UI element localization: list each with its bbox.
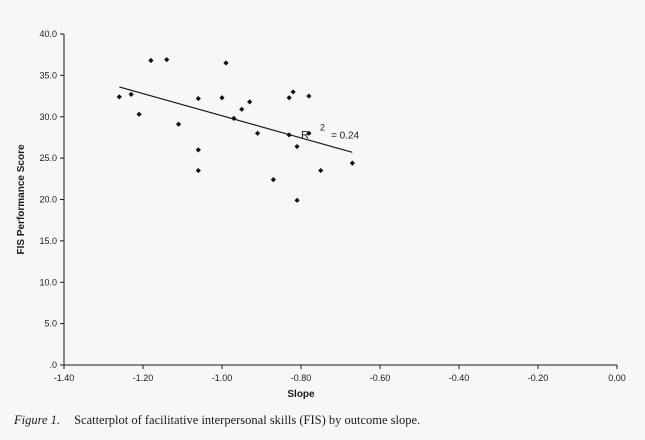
data-point — [286, 132, 292, 138]
r-squared-superscript: 2 — [320, 122, 325, 132]
r-squared-value: = 0.24 — [331, 130, 360, 141]
data-point — [231, 115, 237, 122]
axes — [63, 34, 617, 366]
data-point — [164, 57, 170, 63]
data-point — [306, 93, 312, 99]
data-point — [270, 177, 276, 183]
data-point — [286, 95, 292, 101]
x-tick-label: 0.00 — [608, 373, 626, 383]
data-point — [195, 95, 201, 102]
y-tick-label: 40.0 — [39, 29, 57, 39]
y-tick-label: 25.0 — [39, 153, 57, 163]
data-point — [195, 147, 201, 153]
y-tick-label: 5.0 — [44, 319, 57, 329]
x-tick-label: -0.80 — [291, 373, 312, 383]
data-point — [219, 95, 225, 101]
data-point — [223, 60, 229, 66]
data-point — [254, 130, 261, 136]
x-tick-label: -1.40 — [54, 373, 75, 383]
data-point — [239, 106, 245, 112]
data-point — [175, 121, 182, 127]
x-tick-label: -0.20 — [528, 373, 549, 383]
data-point — [294, 197, 300, 203]
data-point — [195, 167, 201, 174]
data-point — [290, 89, 296, 95]
data-point — [136, 111, 142, 117]
figure-caption: Figure 1. Scatterplot of facilitative int… — [14, 413, 420, 428]
data-point — [128, 91, 134, 98]
data-point — [349, 160, 355, 166]
trendline — [119, 86, 353, 153]
y-tick-label: 20.0 — [39, 195, 57, 205]
y-tick-label: 35.0 — [39, 70, 57, 80]
y-tick-label: .0 — [49, 360, 57, 370]
ticks: -1.40 -1.20 -1.00 -0.80 -0.60 -0.40 -0.20 0.00.… — [39, 29, 625, 383]
data-point — [148, 57, 154, 64]
r-squared-label: R — [301, 129, 309, 141]
data-point — [294, 143, 300, 150]
y-axis-title: FIS Performance Score — [16, 144, 27, 254]
y-tick-label: 15.0 — [39, 236, 57, 246]
x-tick-label: -1.00 — [212, 373, 233, 383]
y-tick-label: 30.0 — [39, 112, 57, 122]
data-points — [116, 57, 355, 203]
scatter-chart: -1.40 -1.20 -1.00 -0.80 -0.60 -0.40 -0.20 0.00.… — [16, 29, 626, 400]
x-axis-title: Slope — [287, 389, 315, 400]
data-point — [318, 167, 324, 174]
data-point — [116, 94, 122, 100]
figure-label: Figure 1. — [14, 413, 61, 427]
data-point — [306, 130, 312, 136]
y-tick-label: 10.0 — [39, 277, 57, 287]
data-point — [247, 99, 253, 105]
caption-text: Scatterplot of facilitative interpersona… — [74, 413, 421, 427]
x-tick-label: -0.40 — [449, 373, 470, 383]
x-tick-label: -1.20 — [133, 373, 154, 383]
x-tick-label: -0.60 — [370, 373, 391, 383]
